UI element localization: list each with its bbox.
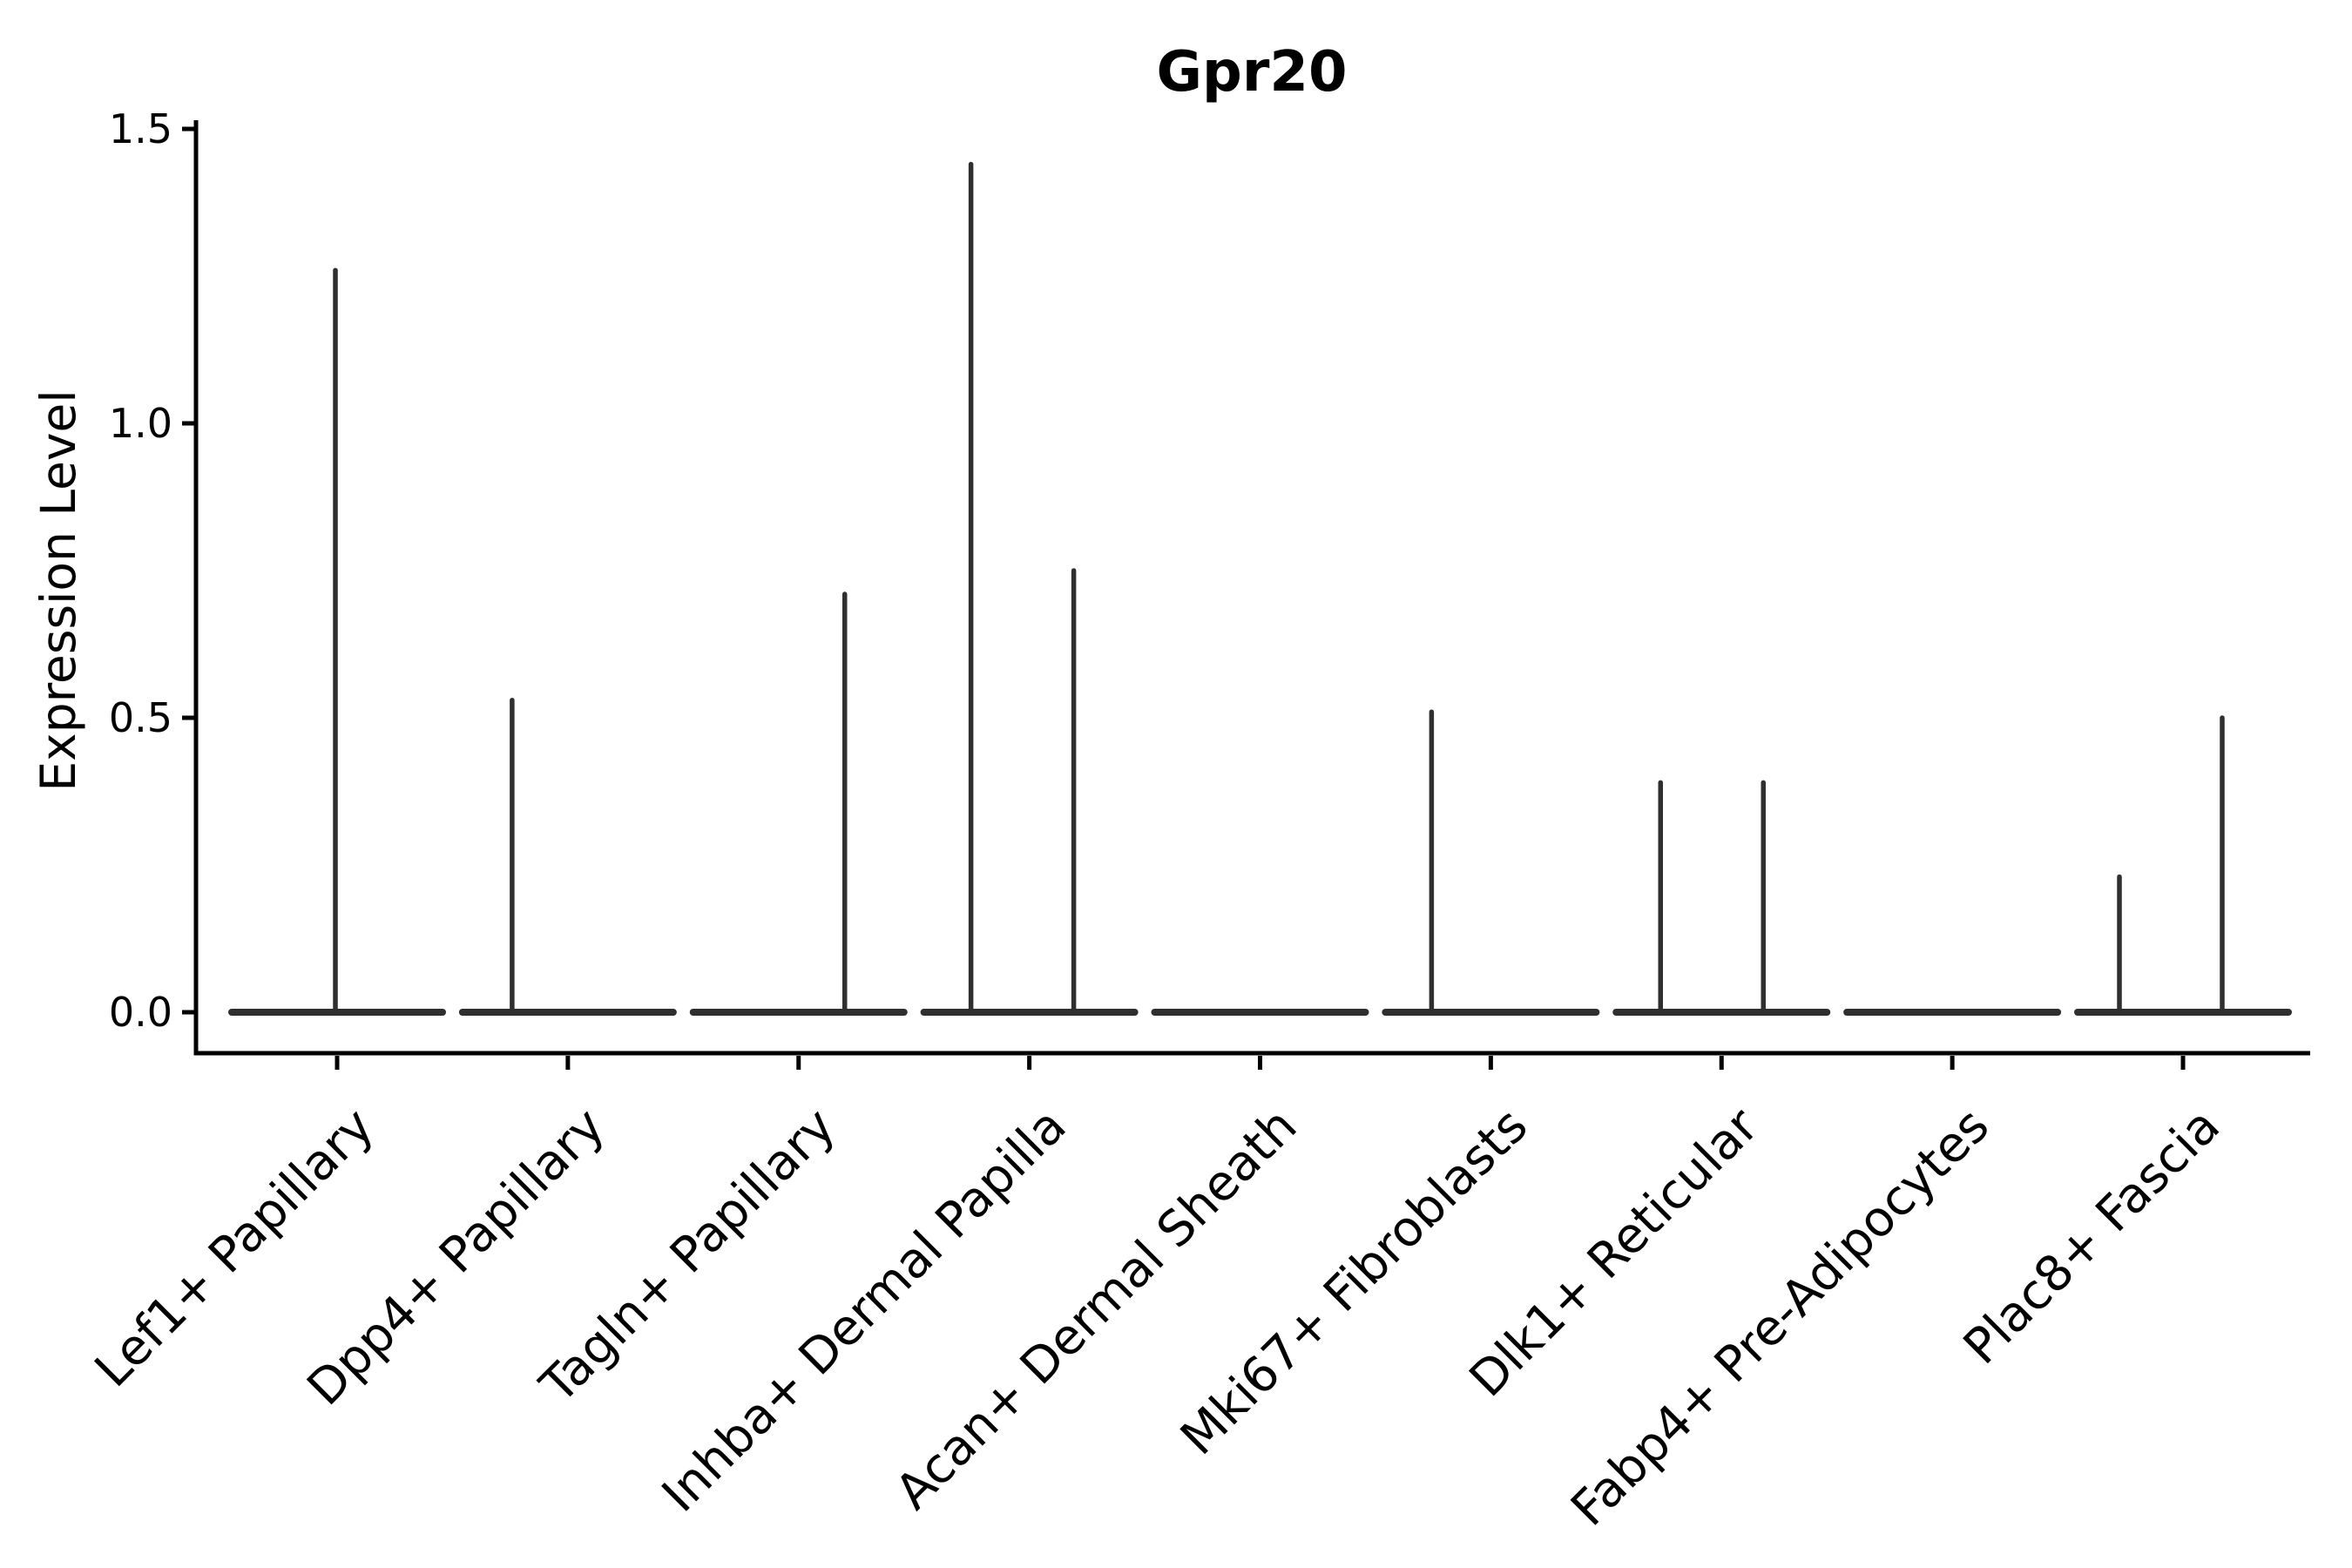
y-axis-label: Expression Level	[30, 389, 86, 791]
x-category-label: Inhba+ Dermal Papilla	[652, 1098, 1078, 1524]
y-axis-ticks: 0.0 0.5 1.0 1.5	[109, 105, 194, 1036]
violins	[228, 161, 2292, 1016]
chart-title: Gpr20	[1157, 40, 1348, 105]
x-category-label: Fabp4+ Pre-Adipocytes	[1560, 1098, 2000, 1538]
y-tick-label: 0.5	[109, 694, 172, 741]
y-tick-label: 0.0	[109, 989, 172, 1036]
y-tick-label: 1.0	[109, 400, 172, 447]
x-category-label: Acan+ Dermal Sheath	[885, 1098, 1308, 1521]
y-tick-label: 1.5	[109, 105, 172, 152]
